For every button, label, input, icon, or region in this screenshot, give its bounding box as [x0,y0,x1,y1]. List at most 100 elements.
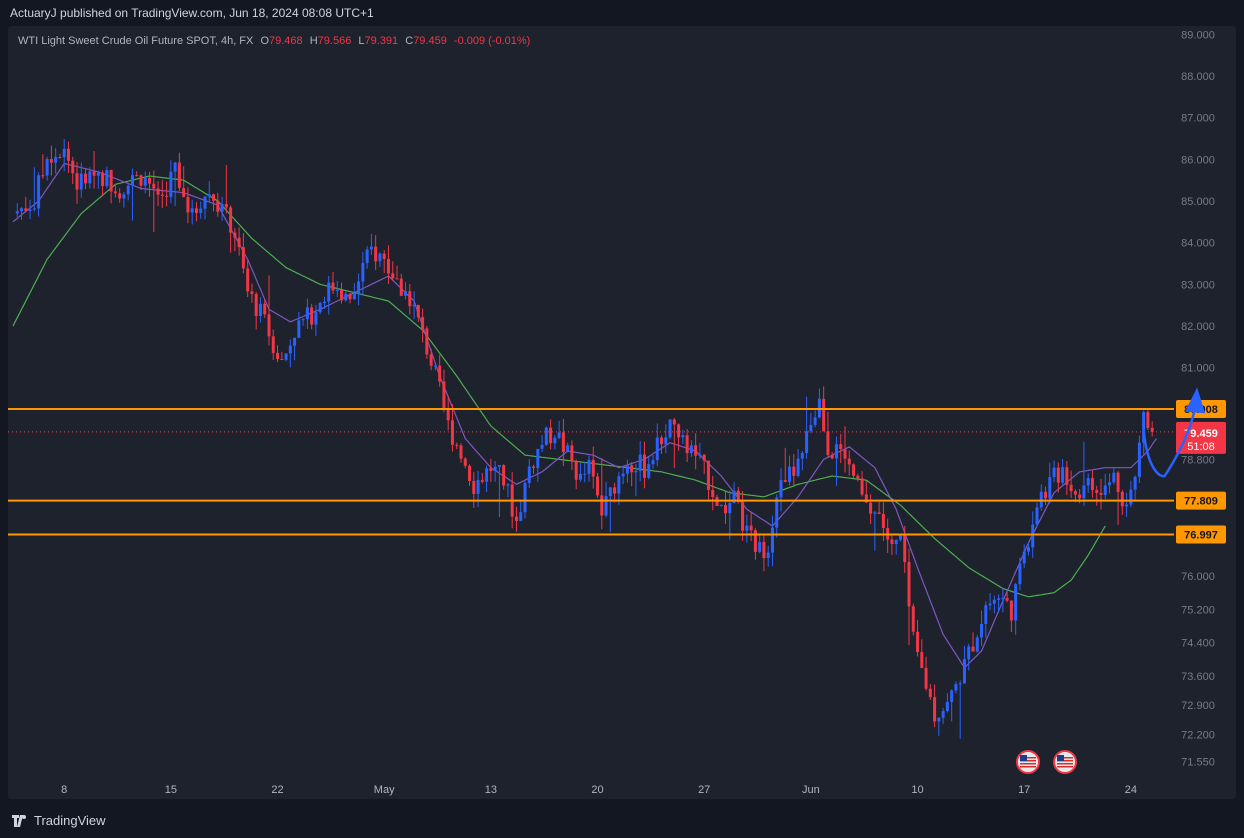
candle-body [766,552,770,559]
candle [182,166,186,198]
candle [288,339,292,368]
candle [378,252,382,267]
candle [1039,484,1043,511]
candle [1065,461,1069,496]
candle [480,473,484,484]
candle-body [1112,472,1116,483]
candle-body [540,444,544,449]
candle [877,501,881,515]
candle-body [608,487,612,497]
candle-body [596,476,600,496]
candle-body [216,200,220,212]
candle [177,152,181,192]
candle-body [536,448,540,468]
candle-body [352,293,356,300]
candle-body [263,303,267,315]
candle-body [621,473,625,477]
candle [271,329,275,360]
brand-name: TradingView [34,813,106,828]
candle-body [267,314,271,337]
candle [156,181,160,207]
candle [770,515,774,567]
candle [651,455,655,469]
candle [1146,408,1150,431]
candle-body [775,497,779,528]
candle [792,453,796,486]
candle-body [301,319,305,321]
flag-stripe [1020,757,1036,759]
candle [489,458,493,482]
candle-body [655,437,659,461]
candle [856,473,860,482]
y-tick-label: 75.200 [1181,604,1215,616]
candle [194,202,198,222]
candle-body [668,419,672,438]
candle [698,442,702,460]
candle [903,525,907,574]
candle-body [433,365,437,367]
candle [591,446,595,489]
candle [788,455,792,486]
legend-close-label: C [405,35,414,47]
x-tick-label: 27 [698,784,710,796]
us-flag-event-icon[interactable] [1053,750,1077,774]
candle [148,171,152,197]
candle [152,170,156,233]
candle [1112,467,1116,485]
candle-body [847,458,851,465]
candle [613,482,617,503]
candle-body [1026,547,1030,552]
candle-body [587,459,591,474]
candle-body [62,148,66,158]
candle [753,528,757,560]
candle-body [408,291,412,307]
candle-body [873,512,877,514]
y-tick-label: 85.000 [1181,196,1215,208]
candle [233,227,237,252]
candle [1069,470,1073,498]
candle [96,170,100,189]
candle [544,426,548,446]
candle [408,283,412,315]
x-tick-label: 10 [911,784,923,796]
y-tick-label: 82.000 [1181,321,1215,333]
candle-body [92,171,96,176]
tradingview-brand[interactable]: TradingView [12,813,106,828]
candle-body [954,684,958,691]
candle-body [975,637,979,652]
candle [711,475,715,511]
candle [122,191,126,208]
candle [621,465,625,485]
candle [45,156,49,181]
candle-body [1009,600,1013,621]
candle [139,174,143,190]
flag-stripe [1057,766,1073,768]
flag-stripe [1057,763,1073,765]
candle [450,404,454,452]
candle [967,643,971,671]
legend-open-label: O [260,35,269,47]
candle-body [702,454,706,461]
flag-circle [1016,750,1040,774]
candle-body [1086,478,1090,486]
moving-average-slow [12,175,1106,598]
candle-body [54,157,58,163]
y-tick-label: 81.000 [1181,363,1215,375]
candle-body [907,562,911,607]
candle-body [1108,482,1112,486]
candle-body [1048,477,1052,499]
candle-body [937,717,941,722]
candle [1108,473,1112,494]
candle-body [881,513,885,529]
candle-body [105,170,109,187]
us-flag-event-icon[interactable] [1016,750,1040,774]
candle [1150,421,1154,437]
candle-body [442,381,446,408]
candle-body [79,173,83,190]
candle-body [429,354,433,366]
tradingview-logo-icon [12,814,26,827]
candle-body [613,487,617,494]
candle-body [519,512,523,522]
